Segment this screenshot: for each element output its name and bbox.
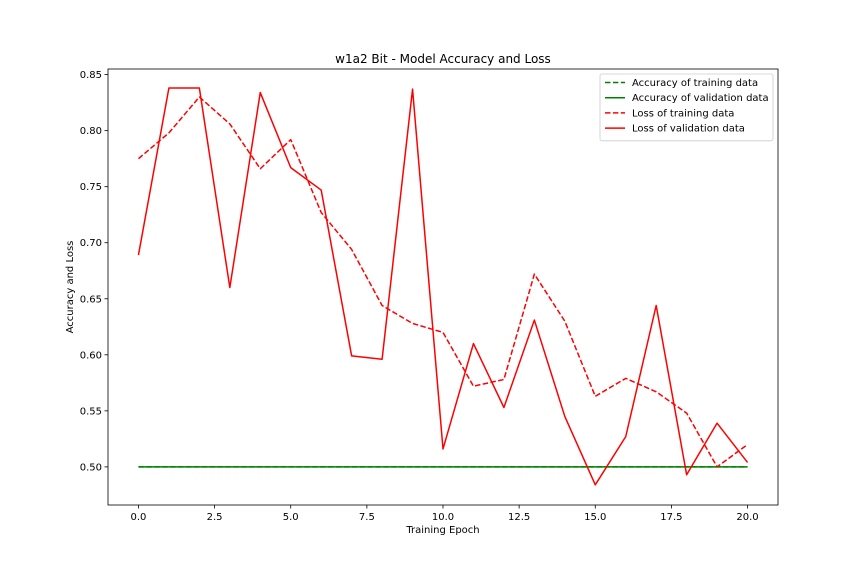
x-tick-label-3: 7.5 bbox=[359, 512, 375, 523]
y-axis-label: Accuracy and Loss bbox=[65, 241, 76, 334]
legend-label-1: Accuracy of training data bbox=[632, 78, 758, 89]
plot-area bbox=[108, 69, 778, 505]
x-tick-label-1: 2.5 bbox=[207, 512, 223, 523]
x-tick-label-6: 15.0 bbox=[584, 512, 606, 523]
x-tick-label-5: 12.5 bbox=[508, 512, 530, 523]
y-tick-label-6: 0.80 bbox=[80, 126, 102, 137]
x-tick-label-4: 10.0 bbox=[432, 512, 454, 523]
x-tick-label-2: 5.0 bbox=[283, 512, 299, 523]
x-axis-label: Training Epoch bbox=[405, 525, 479, 536]
x-tick-label-8: 20.0 bbox=[736, 512, 758, 523]
y-tick-label-2: 0.60 bbox=[80, 350, 102, 361]
y-tick-label-0: 0.50 bbox=[80, 462, 102, 473]
y-tick-label-5: 0.75 bbox=[80, 182, 102, 193]
plot-background bbox=[108, 69, 778, 505]
series-line-3 bbox=[137, 96, 748, 468]
legend-box bbox=[599, 73, 774, 142]
legend-label-2: Accuracy of validation data bbox=[632, 93, 769, 104]
axes-layer: 0.0 2.5 5.0 7.5 10.0 12.5 15.0 17.5 20.0 0.50 0.55… bbox=[80, 68, 779, 523]
legend: Accuracy of training data Accuracy of val… bbox=[599, 73, 774, 142]
chart-title: w1a2 Bit - Model Accuracy and Loss bbox=[335, 52, 551, 66]
x-tick-label-7: 17.5 bbox=[660, 512, 682, 523]
series-line-4 bbox=[137, 87, 749, 486]
series-layer bbox=[137, 87, 749, 486]
legend-label-3: Loss of training data bbox=[632, 108, 734, 119]
legend-label-4: Loss of validation data bbox=[632, 124, 745, 135]
y-tick-label-4: 0.70 bbox=[80, 238, 102, 249]
y-tick-label-7: 0.85 bbox=[80, 70, 102, 81]
y-tick-label-1: 0.55 bbox=[80, 406, 102, 417]
x-tick-label-0: 0.0 bbox=[131, 512, 147, 523]
y-tick-label-3: 0.65 bbox=[80, 294, 102, 305]
